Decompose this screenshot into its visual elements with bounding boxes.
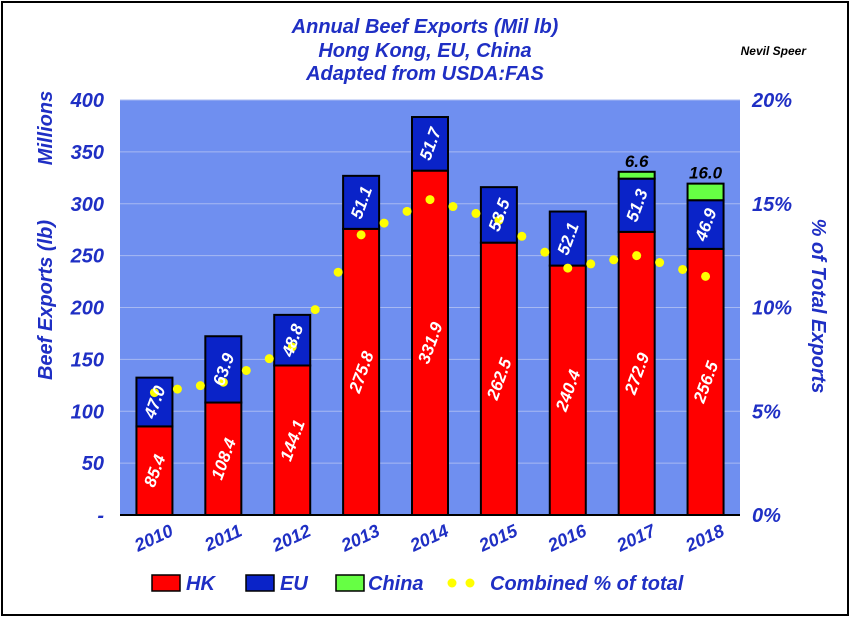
x-tick-label: 2010 [130, 520, 176, 555]
bar-hk [479, 241, 518, 516]
bar-hk [548, 264, 587, 516]
legend-swatch-eu [245, 574, 275, 592]
x-tick-label: 2017 [613, 520, 660, 556]
y-tick-label: 200 [70, 298, 104, 320]
combined-dot [172, 384, 182, 394]
combined-dot [310, 305, 320, 315]
y-tick-label: 350 [71, 142, 104, 164]
chart-title-line1: Annual Beef Exports (Mil lb) [291, 16, 559, 38]
bar-eu [135, 376, 174, 428]
combined-dot [563, 263, 573, 273]
bar-hk [617, 230, 656, 517]
y2-axis-label: % of Total Exports [807, 219, 829, 394]
y-tick-label: 100 [71, 401, 104, 423]
y-tick-label: 300 [71, 194, 104, 216]
bar-eu [411, 116, 449, 172]
legend-label-combined: Combined % of total [490, 573, 684, 595]
y-tick-label: 50 [82, 453, 104, 475]
combined-dot [540, 247, 550, 257]
combined-dot [333, 267, 343, 277]
legend-swatch-china [335, 574, 365, 592]
x-tick-label: 2016 [544, 520, 591, 556]
x-tick-label: 2014 [406, 520, 452, 555]
y-tick-label: 250 [70, 246, 104, 268]
y2-axis-ticks: 0% 5% 10% 15% 20% [751, 90, 792, 527]
combined-dot [356, 230, 366, 240]
legend: HK EU China Combined % of total [151, 573, 684, 595]
x-tick-label: 2018 [682, 520, 728, 555]
bar-eu [479, 186, 518, 244]
combined-dot [655, 258, 665, 268]
combined-dot [402, 206, 412, 216]
y2-tick-label: 5% [752, 401, 781, 423]
combined-dot [379, 218, 389, 228]
legend-label-china: China [368, 573, 424, 595]
bar-label-china: 6.6 [625, 152, 649, 171]
y-tick-label: 150 [71, 349, 104, 371]
combined-dot [678, 264, 688, 274]
bar-china [686, 182, 725, 202]
y-axis-ticks: - 50 100 150 200 250 300 350 400 [70, 90, 105, 527]
bar-hk [273, 364, 312, 516]
author-credit: Nevil Speer [740, 44, 806, 58]
combined-dot [586, 259, 596, 269]
combined-dot [632, 251, 642, 261]
legend-swatch-hk [151, 574, 181, 592]
bar-eu [342, 174, 381, 230]
legend-dot-combined [465, 578, 475, 588]
combined-percent-line [149, 195, 711, 398]
legend-label-hk: HK [186, 573, 216, 595]
legend-label-eu: EU [280, 573, 308, 595]
bar-eu [204, 335, 243, 404]
bar-eu [273, 313, 312, 367]
combined-dot [287, 342, 297, 352]
y2-tick-label: 0% [752, 505, 781, 527]
bar-eu [617, 177, 656, 233]
x-axis-ticks: 2010 2011 2012 2013 2014 2015 2016 2017 2018 [130, 520, 727, 556]
combined-dot [471, 208, 481, 218]
bar-hk [686, 247, 725, 516]
bar-china [617, 170, 656, 180]
combined-dot [701, 271, 711, 281]
bars-layer [135, 116, 725, 517]
x-tick-label: 2012 [268, 520, 314, 555]
y-tick-label: 400 [70, 90, 104, 112]
combined-dot [448, 202, 458, 212]
bar-hk [411, 169, 449, 516]
y2-tick-label: 15% [752, 194, 792, 216]
combined-dot [241, 365, 251, 375]
combined-dot [609, 255, 619, 265]
y-tick-label: - [97, 505, 104, 527]
combined-dot [149, 388, 159, 398]
combined-dot [425, 195, 435, 205]
combined-dot [517, 231, 527, 241]
chart-title-line2: Hong Kong, EU, China [318, 40, 532, 62]
combined-dot [264, 354, 274, 364]
y2-tick-label: 20% [751, 90, 792, 112]
combined-dot [494, 215, 504, 225]
combined-dot [218, 377, 228, 387]
chart-title-line3: Adapted from USDA:FAS [306, 63, 544, 85]
y2-tick-label: 10% [752, 298, 792, 320]
bar-hk [342, 227, 381, 516]
x-tick-label: 2015 [475, 520, 522, 556]
combined-dot [195, 381, 205, 391]
x-tick-label: 2011 [201, 520, 245, 555]
bar-label-china: 16.0 [689, 164, 723, 183]
legend-dot-combined [447, 578, 457, 588]
y-axis-label: Beef Exports (lb) [35, 220, 57, 380]
x-tick-label: 2013 [337, 520, 383, 555]
y-axis-unit: Millions [35, 91, 57, 165]
